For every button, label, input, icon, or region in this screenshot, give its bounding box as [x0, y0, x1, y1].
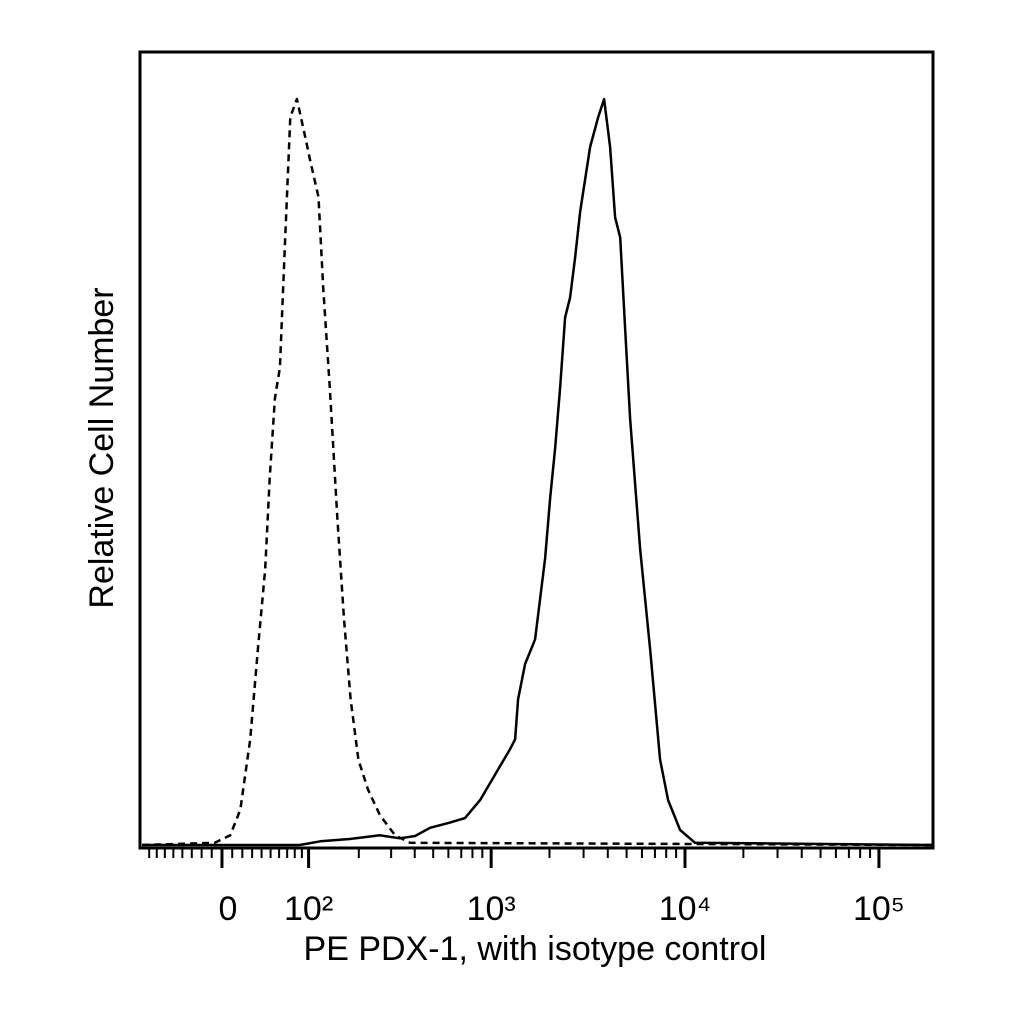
- plot-frame: [138, 50, 935, 850]
- y-axis-label: Relative Cell Number: [83, 287, 121, 608]
- series-line: [142, 97, 934, 847]
- x-tick-label: 10³: [467, 890, 516, 928]
- x-tick-label: 0: [219, 890, 238, 928]
- x-axis-label: PE PDX-1, with isotype control: [304, 930, 767, 968]
- x-tick-label: 10⁴: [659, 890, 711, 928]
- x-tick-label: 10²: [284, 890, 333, 928]
- series-line: [142, 97, 934, 847]
- x-tick-label: 10⁵: [853, 890, 905, 928]
